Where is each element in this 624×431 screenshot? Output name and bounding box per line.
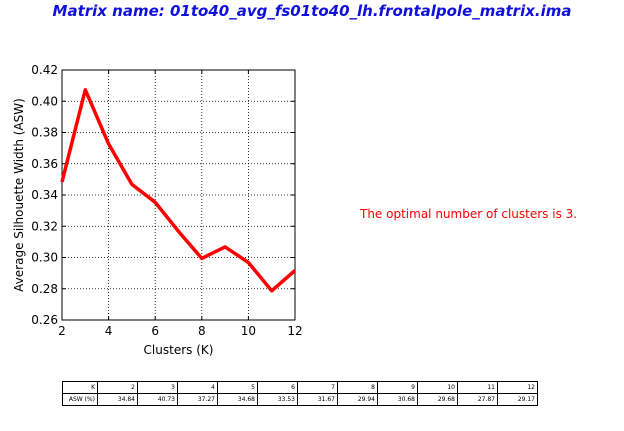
table-cell-k: 9 [377, 381, 418, 394]
table-cell-asw: 34.84 [97, 393, 138, 406]
tick-labels: 2 4 6 8 10 12 0.26 0.28 0.30 0.32 0.34 0.36 0.38 0.40… [31, 63, 302, 338]
x-axis-label: Clusters (K) [144, 343, 214, 357]
x-tick-label: 2 [58, 324, 66, 338]
table-cell-k: 4 [177, 381, 218, 394]
table-cell-asw: 33.53 [257, 393, 298, 406]
y-tick-label: 0.26 [31, 313, 58, 327]
y-tick-label: 0.42 [31, 63, 58, 77]
table-cell-k: 11 [457, 381, 498, 394]
asw-series-line [60, 88, 297, 293]
x-tick-label: 6 [151, 324, 159, 338]
grid-lines [62, 70, 295, 320]
table-cell-asw: 31.67 [297, 393, 338, 406]
y-tick-label: 0.38 [31, 126, 58, 140]
table-cell-asw: 34.68 [217, 393, 258, 406]
table-header-asw: ASW (%) [62, 393, 98, 406]
x-tick-label: 8 [198, 324, 206, 338]
y-tick-label: 0.28 [31, 282, 58, 296]
axis-ticks [61, 69, 296, 321]
y-tick-label: 0.36 [31, 157, 58, 171]
table-cell-asw: 29.94 [337, 393, 378, 406]
x-tick-label: 12 [287, 324, 302, 338]
table-cell-k: 3 [137, 381, 178, 394]
y-tick-label: 0.30 [31, 251, 58, 265]
optimal-clusters-note: The optimal number of clusters is 3. [360, 207, 578, 221]
table-cell-k: 6 [257, 381, 298, 394]
table-cell-k: 2 [97, 381, 138, 394]
table-cell-k: 8 [337, 381, 378, 394]
y-tick-label: 0.32 [31, 219, 58, 233]
table-cell-k: 5 [217, 381, 258, 394]
asw-table: K 2 3 4 5 6 7 8 9 10 11 12 ASW (%) 34.84 40.73 37.27… [62, 381, 538, 406]
table-cell-asw: 30.68 [377, 393, 418, 406]
table-cell-asw: 29.68 [417, 393, 458, 406]
table-cell-asw: 27.87 [457, 393, 498, 406]
table-cell-k: 12 [497, 381, 538, 394]
x-tick-label: 4 [105, 324, 113, 338]
y-tick-label: 0.34 [31, 188, 58, 202]
table-header-k: K [62, 381, 98, 394]
series [60, 88, 297, 293]
x-tick-label: 10 [241, 324, 256, 338]
table-cell-k: 7 [297, 381, 338, 394]
table-cell-asw: 37.27 [177, 393, 218, 406]
table-cell-k: 10 [417, 381, 458, 394]
y-tick-label: 0.40 [31, 94, 58, 108]
table-cell-asw: 40.73 [137, 393, 178, 406]
table-row-asw: ASW (%) 34.84 40.73 37.27 34.68 33.53 31.67 29… [62, 393, 538, 406]
table-row-k: K 2 3 4 5 6 7 8 9 10 11 12 [62, 381, 538, 394]
y-axis-label: Average Silhouette Width (ASW) [12, 98, 26, 292]
table-cell-asw: 29.17 [497, 393, 538, 406]
matrix-title: Matrix name: 01to40_avg_fs01to40_lh.fron… [52, 2, 572, 20]
